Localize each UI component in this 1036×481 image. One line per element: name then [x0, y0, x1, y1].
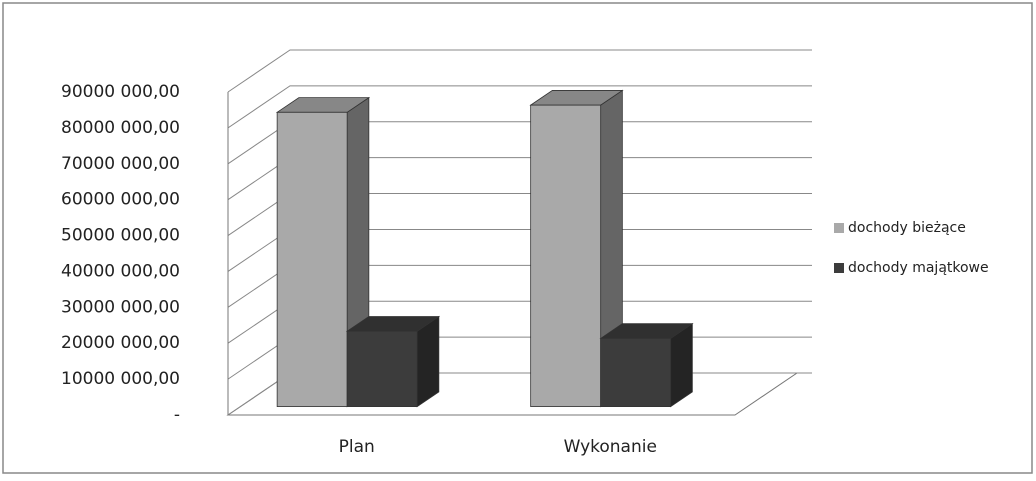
- y-tick-label: 80000 000,00: [61, 118, 180, 138]
- y-tick-label: 70000 000,00: [61, 154, 180, 174]
- y-tick-label: 10000 000,00: [61, 369, 180, 389]
- legend-swatch: [834, 263, 844, 273]
- bar-side: [416, 315, 440, 408]
- y-tick-label: 50000 000,00: [61, 226, 180, 246]
- legend-swatch: [834, 223, 844, 233]
- bar: [276, 111, 348, 407]
- y-tick-label: 40000 000,00: [61, 261, 180, 281]
- grid-line: [227, 49, 812, 93]
- y-tick-label: 60000 000,00: [61, 190, 180, 210]
- y-tick-label: -: [174, 405, 180, 425]
- y-tick-label: 20000 000,00: [61, 333, 180, 353]
- x-tick-label: Wykonanie: [564, 437, 657, 457]
- grid-line: [227, 85, 812, 129]
- y-tick-label: 90000 000,00: [61, 82, 180, 102]
- x-tick-label: Plan: [339, 437, 375, 457]
- y-tick-label: 30000 000,00: [61, 297, 180, 317]
- bar: [530, 104, 602, 408]
- legend-label: dochody majątkowe: [848, 260, 989, 276]
- legend-label: dochody bieżące: [848, 220, 966, 236]
- frame: [2, 2, 1033, 474]
- bar: [600, 338, 672, 407]
- bar: [346, 330, 418, 408]
